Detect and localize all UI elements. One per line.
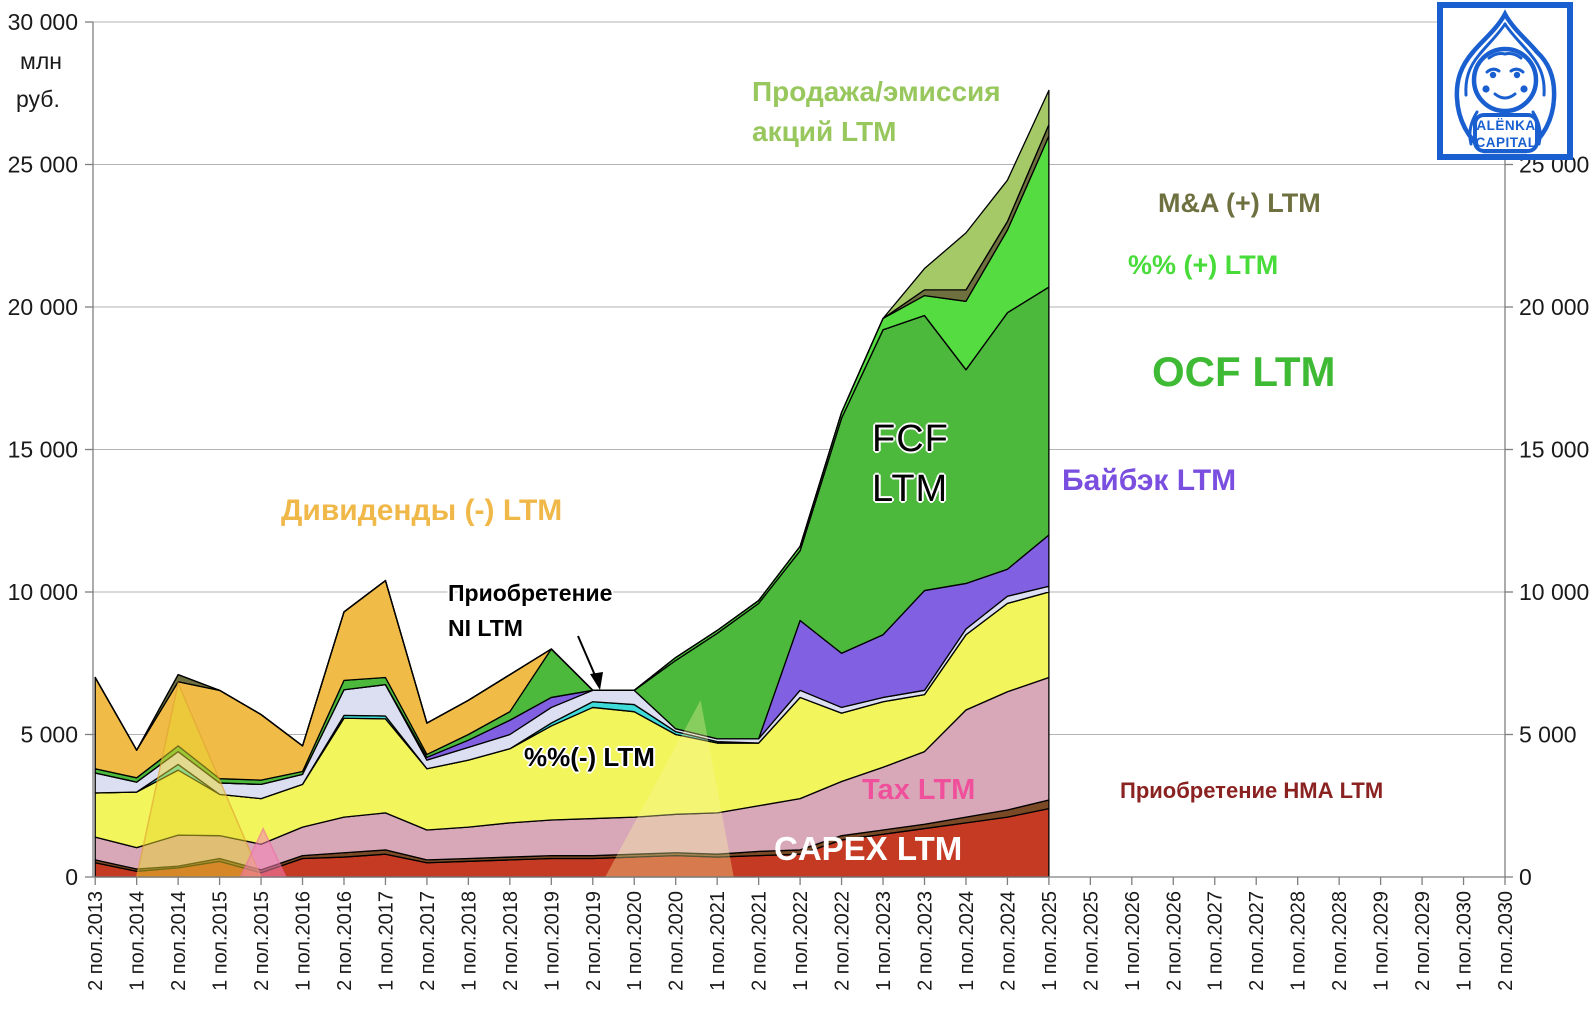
annotation-buyback: Байбэк LTM xyxy=(1062,464,1237,497)
ghost-yellow-2 xyxy=(605,700,734,877)
x-axis-label: 2 пол.2027 xyxy=(1246,891,1268,991)
x-axis-label: 1 пол.2027 xyxy=(1205,891,1227,991)
x-axis-label: 2 пол.2020 xyxy=(666,891,688,991)
x-axis-label: 1 пол.2024 xyxy=(956,891,978,991)
x-axis-label: 2 пол.2014 xyxy=(168,891,190,991)
annotation-fcf-line2: LTM xyxy=(872,468,949,511)
x-axis-label: 1 пол.2025 xyxy=(1039,891,1061,991)
x-axis-label: 2 пол.2021 xyxy=(749,891,771,991)
x-axis-label: 2 пол.2024 xyxy=(997,891,1019,991)
annotation-fcf: FCF LTM xyxy=(872,414,949,514)
x-axis-label: 2 пол.2019 xyxy=(583,891,605,991)
y-axis-label-right: 0 xyxy=(1519,864,1532,890)
x-axis-label: 2 пол.2030 xyxy=(1495,891,1517,991)
x-axis-label: 1 пол.2014 xyxy=(127,891,149,991)
x-axis-label: 2 пол.2015 xyxy=(251,891,273,991)
x-axis-label: 1 пол.2019 xyxy=(541,891,563,991)
x-axis-label: 1 пол.2022 xyxy=(790,891,812,991)
annotation-share-sale-line2: акций LTM xyxy=(752,115,897,147)
matryoshka-eye-left xyxy=(1489,71,1497,79)
alenka-capital-logo: ALЁNKA CAPITAL xyxy=(1437,2,1573,160)
annotation-ocf: OCF LTM xyxy=(1152,348,1336,395)
x-axis-label: 2 пол.2026 xyxy=(1163,891,1185,991)
annotation-nma-acquisition: Приобретение НМА LTM xyxy=(1120,778,1384,803)
x-axis-label: 1 пол.2020 xyxy=(624,891,646,991)
annotation-capex: CAPEX LTM xyxy=(774,830,963,867)
x-axis-label: 1 пол.2026 xyxy=(1122,891,1144,991)
x-axis-label: 1 пол.2030 xyxy=(1454,891,1476,991)
x-axis-label: 2 пол.2016 xyxy=(334,891,356,991)
y-axis-unit-line1: млн xyxy=(20,48,62,74)
y-axis-label-left: 10 000 xyxy=(8,579,78,605)
x-axis-label: 1 пол.2016 xyxy=(293,891,315,991)
logo-text-line2: CAPITAL xyxy=(1476,135,1537,150)
matryoshka-eye-right xyxy=(1513,71,1521,79)
x-axis-label: 2 пол.2023 xyxy=(914,891,936,991)
matryoshka-face xyxy=(1471,46,1539,114)
y-axis-label-left: 25 000 xyxy=(8,152,78,178)
y-axis-label-left: 30 000 xyxy=(8,9,78,35)
annotation-tax: Tax LTM xyxy=(862,774,976,806)
annotation-ni-acquisition: Приобретение NI LTM xyxy=(448,576,612,645)
x-axis-label: 2 пол.2029 xyxy=(1412,891,1434,991)
y-axis-unit-line2: руб. xyxy=(16,86,60,112)
annotation-ni-line2: NI LTM xyxy=(448,614,523,641)
x-axis-label: 1 пол.2017 xyxy=(375,891,397,991)
y-axis-label-left: 0 xyxy=(65,864,78,890)
logo-text-line1: ALЁNKA xyxy=(1476,118,1535,133)
y-axis-label-left: 20 000 xyxy=(8,294,78,320)
annotation-interest-received: %% (+) LTM xyxy=(1128,250,1279,280)
x-axis-label: 2 пол.2013 xyxy=(85,891,107,991)
x-axis-label: 1 пол.2021 xyxy=(707,891,729,991)
x-axis-label: 1 пол.2023 xyxy=(873,891,895,991)
x-axis-label: 1 пол.2018 xyxy=(458,891,480,991)
area-sale xyxy=(94,89,1050,751)
y-axis-label-right: 20 000 xyxy=(1519,294,1589,320)
annotation-share-sale-line1: Продажа/эмиссия xyxy=(752,76,1001,107)
x-axis-label: 1 пол.2015 xyxy=(210,891,232,991)
x-axis-label: 2 пол.2028 xyxy=(1329,891,1351,991)
annotation-ma: M&A (+) LTM xyxy=(1158,188,1321,218)
y-axis-label-right: 15 000 xyxy=(1519,437,1589,463)
x-axis-label: 2 пол.2018 xyxy=(500,891,522,991)
y-axis-label-left: 15 000 xyxy=(8,437,78,463)
y-axis-label-right: 5 000 xyxy=(1519,722,1577,748)
annotation-interest-paid: %%(-) LTM xyxy=(524,742,655,772)
y-axis-label-right: 10 000 xyxy=(1519,579,1589,605)
annotation-share-sale: Продажа/эмиссия акций LTM xyxy=(752,72,1001,152)
annotation-ni-line1: Приобретение xyxy=(448,580,613,606)
annotation-dividends: Дивиденды (-) LTM xyxy=(281,494,563,527)
y-axis-label-left: 5 000 xyxy=(20,722,78,748)
x-axis-label: 1 пол.2029 xyxy=(1371,891,1393,991)
annotation-fcf-line1: FCF xyxy=(872,418,949,460)
x-axis-label: 2 пол.2022 xyxy=(832,891,854,991)
matryoshka-cheek-left xyxy=(1482,85,1490,93)
x-axis-label: 1 пол.2028 xyxy=(1288,891,1310,991)
x-axis-label: 2 пол.2017 xyxy=(417,891,439,991)
matryoshka-cheek-right xyxy=(1520,85,1528,93)
x-axis-label: 2 пол.2025 xyxy=(1080,891,1102,991)
